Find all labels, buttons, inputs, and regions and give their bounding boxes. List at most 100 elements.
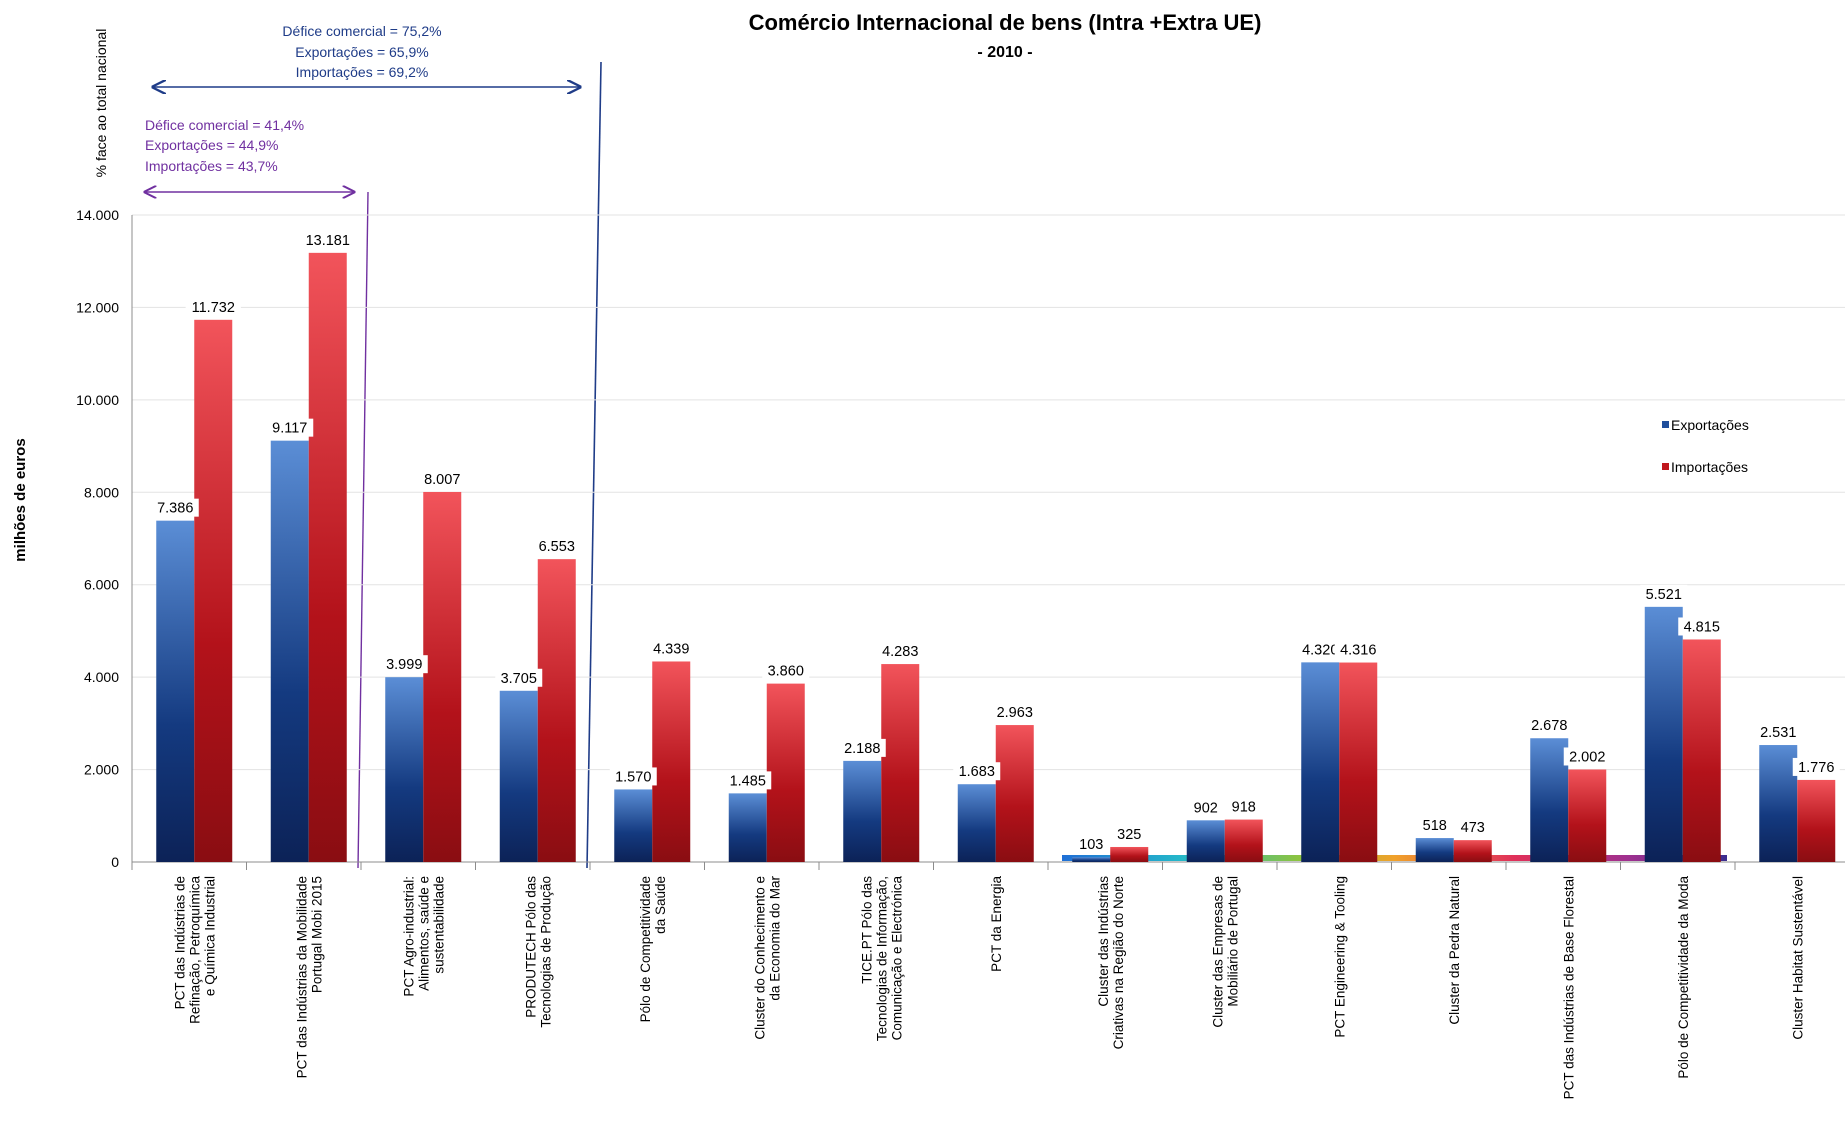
data-label-bg	[1678, 617, 1726, 636]
y-tick-label: 6.000	[84, 577, 119, 593]
data-label-bg	[609, 767, 657, 786]
data-label-bg	[1525, 716, 1573, 735]
category-label: PCT Agro-industrial: Alimentos, saúde e su…	[401, 876, 446, 997]
category-label-line: PCT da Energia	[989, 876, 1004, 972]
data-label-importacoes: 8.007	[424, 472, 460, 488]
category-label-line: Mobiliário de Portugal	[1225, 876, 1240, 1007]
category-label-line: da Economia do Mar	[767, 876, 782, 1001]
category-label: PCT das Indústrias da Mobilidade Portugal…	[294, 876, 324, 1078]
data-label-importacoes: 4.283	[882, 644, 918, 660]
data-label-exportacoes: 4.320	[1302, 642, 1338, 658]
data-label-bg	[1792, 757, 1840, 776]
bar-importacoes	[1568, 769, 1607, 862]
data-label-bg	[1334, 640, 1382, 659]
data-label-bg	[762, 661, 810, 680]
data-label-importacoes: 473	[1461, 820, 1485, 836]
y-tick-label: 2.000	[84, 762, 119, 778]
data-label-bg	[876, 642, 924, 661]
y-tick-label: 8.000	[84, 484, 119, 500]
bar-exportacoes	[270, 440, 309, 862]
bar-importacoes	[537, 559, 576, 862]
bar-importacoes	[1682, 639, 1721, 862]
bar-exportacoes	[614, 789, 653, 862]
data-label-exportacoes: 2.531	[1760, 725, 1796, 741]
data-label-bg	[1228, 797, 1260, 816]
bar-importacoes	[881, 664, 920, 862]
data-label-bg	[380, 655, 428, 674]
category-label-line: Cluster das Indústrias	[1096, 876, 1111, 1007]
bar-importacoes	[766, 683, 805, 862]
legend-label-importacoes: Importações	[1671, 459, 1748, 475]
annotation-a-line-2: Exportações = 65,9%	[295, 44, 428, 60]
chart-subtitle: - 2010 -	[977, 44, 1032, 61]
data-labels: 7.386 11.732 9.117 13.181 3.999 8.007 3.705 6.5…	[151, 230, 1840, 854]
bar-importacoes	[308, 252, 347, 863]
bar-exportacoes	[1301, 662, 1340, 862]
data-label-bg	[991, 703, 1039, 722]
category-label-line: PCT das Indústrias da Mobilidade	[294, 876, 309, 1078]
annotation-a-line-1: Défice comercial = 75,2%	[282, 23, 441, 39]
bar-exportacoes	[1186, 820, 1225, 862]
data-label-importacoes: 13.181	[306, 233, 350, 249]
data-label-bg	[300, 230, 356, 249]
bar-exportacoes	[728, 793, 767, 862]
category-label: Cluster das Empresas de Mobiliário de Por…	[1210, 876, 1240, 1028]
category-label: Pólo de Competitividade da Saúde	[638, 876, 668, 1022]
y-tick-label: 4.000	[84, 669, 119, 685]
legend-swatch-exportacoes	[1662, 421, 1669, 428]
bar-exportacoes	[957, 784, 996, 862]
category-label-line: PCT Engineering & Tooling	[1332, 876, 1347, 1038]
data-label-exportacoes: 3.705	[501, 671, 537, 687]
y-tick-label: 14.000	[76, 207, 119, 223]
category-label: Pólo de Competitividade da Moda	[1676, 876, 1691, 1079]
category-label: PCT da Energia	[989, 876, 1004, 972]
data-label-bg	[151, 498, 199, 517]
annotation-group-a: Défice comercial = 75,2% Exportações = 6…	[153, 23, 602, 869]
bar-importacoes	[194, 319, 233, 863]
annotation-b-line-2: Exportações = 44,9%	[145, 137, 278, 153]
data-label-importacoes: 1.776	[1798, 760, 1834, 776]
data-label-exportacoes: 2.188	[844, 741, 880, 757]
data-label-importacoes: 4.339	[653, 641, 689, 657]
category-label: Cluster da Pedra Natural	[1447, 876, 1462, 1025]
data-label-exportacoes: 9.117	[272, 421, 307, 437]
data-label-exportacoes: 3.999	[386, 657, 422, 673]
category-label-line: da Saúde	[653, 876, 668, 934]
bars	[156, 252, 1836, 863]
bar-exportacoes	[1415, 838, 1454, 862]
category-label: Cluster Habitat Sustentável	[1790, 876, 1805, 1040]
data-label-bg	[1640, 584, 1688, 603]
data-label-importacoes: 3.860	[768, 664, 804, 680]
bar-importacoes	[423, 491, 462, 862]
category-label-line: e Química Industrial	[202, 876, 217, 996]
category-label-line: Tecnologias de Produção	[538, 876, 553, 1028]
data-label-bg	[533, 537, 581, 556]
bar-exportacoes	[499, 690, 538, 862]
category-label: TICE.PT Pólo das Tecnologias de Informaçã…	[859, 876, 904, 1042]
annotation-b-divider	[357, 191, 369, 869]
data-label-exportacoes: 1.683	[959, 764, 995, 780]
data-label-bg	[1563, 747, 1611, 766]
bar-importacoes	[1453, 840, 1492, 862]
y-tick-label: 0	[111, 854, 119, 870]
category-label-line: Tecnologias de Informação,	[874, 876, 889, 1041]
data-label-bg	[647, 639, 695, 658]
annotation-a-line-3: Importações = 69,2%	[296, 64, 429, 80]
category-labels: PCT das Indústrias de Refinação, Petroquí…	[172, 876, 1805, 1100]
bar-importacoes	[652, 661, 691, 862]
data-label-bg	[185, 297, 241, 316]
data-label-bg	[1075, 835, 1107, 854]
category-label-line: TICE.PT Pólo das	[859, 876, 874, 984]
bar-exportacoes	[1072, 857, 1111, 862]
bar-importacoes	[1224, 819, 1263, 862]
category-label-line: Criativas na Região do Norte	[1111, 876, 1126, 1049]
annotation-group-b: Défice comercial = 41,4% Exportações = 4…	[145, 117, 369, 869]
category-label-line: sustentabilidade	[431, 876, 446, 974]
data-label-bg	[1419, 816, 1451, 835]
data-label-bg	[1190, 798, 1222, 817]
bar-importacoes	[1797, 779, 1836, 862]
data-label-exportacoes: 518	[1423, 818, 1447, 834]
category-label: Cluster do Conhecimento e da Economia do …	[752, 876, 782, 1040]
data-label-importacoes: 4.316	[1340, 643, 1376, 659]
